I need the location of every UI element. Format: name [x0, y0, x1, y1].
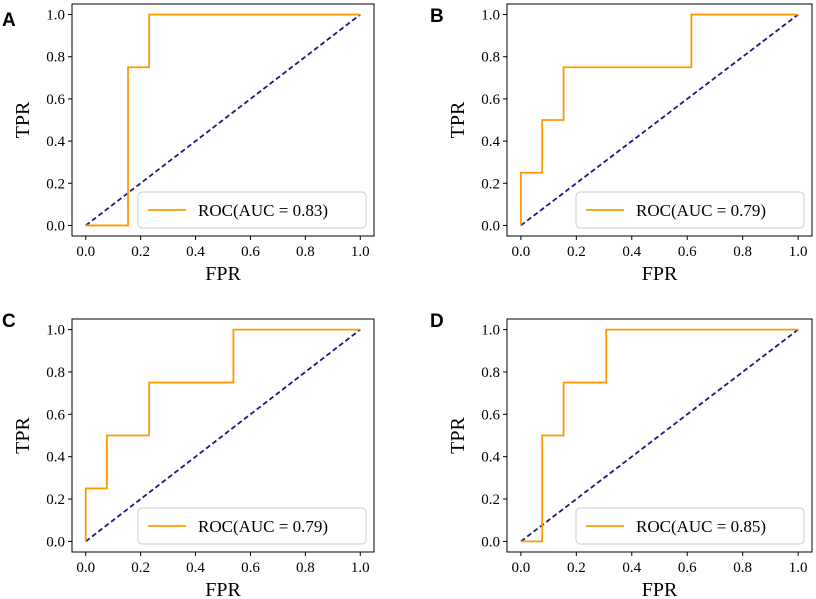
x-tick-label: 0.4 — [622, 560, 641, 576]
y-tick-label: 0.6 — [481, 92, 500, 108]
x-tick-label: 0.4 — [622, 244, 641, 260]
x-tick-label: 0.8 — [296, 244, 315, 260]
panel-d: D 0.0 0.2 0.4 0.6 0.8 1.0 0.0 0.2 0.4 0.6 0.8 1.0 FPR… — [430, 311, 813, 599]
x-tick-label: 0.0 — [76, 560, 95, 576]
y-tick-label: 0.0 — [481, 218, 500, 234]
x-tick-label: 0.6 — [241, 244, 260, 260]
x-tick-label: 0.6 — [678, 244, 697, 260]
legend-label: ROC(AUC = 0.79) — [198, 517, 328, 536]
panel-label-d: D — [430, 311, 444, 332]
panel-label-a: A — [2, 10, 16, 31]
x-axis-title: FPR — [205, 579, 241, 599]
y-tick-label: 0.6 — [46, 407, 65, 423]
y-tick-label: 0.8 — [481, 365, 500, 381]
x-axis-title: FPR — [642, 263, 678, 285]
x-tick-label: 1.0 — [351, 560, 370, 576]
y-tick-label: 0.4 — [481, 134, 500, 150]
roc-curve-line — [85, 13, 361, 227]
y-tick-label: 0.0 — [481, 534, 500, 550]
y-tick-label: 0.4 — [46, 134, 65, 150]
y-axis-title: TPR — [12, 417, 34, 454]
x-axis-title: FPR — [205, 263, 241, 285]
y-tick-label: 0.2 — [481, 176, 500, 192]
panel-a: A 0.0 0.2 0.4 0.6 0.8 1.0 0.0 0.2 0.4 0.6 0.8 1.0 FPR… — [2, 3, 375, 285]
x-tick-label: 1.0 — [789, 244, 808, 260]
legend-label: ROC(AUC = 0.85) — [636, 517, 766, 536]
panel-label-c: C — [2, 311, 16, 332]
x-tick-label: 0.4 — [186, 560, 205, 576]
x-tick-label: 0.0 — [76, 244, 95, 260]
roc-curve-line — [519, 13, 799, 226]
x-tick-label: 1.0 — [789, 560, 808, 576]
y-tick-label: 0.8 — [46, 365, 65, 381]
plot-frame — [71, 318, 375, 553]
y-axis-title: TPR — [12, 101, 34, 138]
y-tick-label: 1.0 — [46, 323, 65, 339]
chance-diagonal-line — [85, 13, 361, 227]
x-axis-title: FPR — [642, 579, 678, 599]
panel-c: C 0.0 0.2 0.4 0.6 0.8 1.0 0.0 0.2 0.4 0.6 0.8 1.0 FPR… — [2, 311, 375, 599]
chance-diagonal-line — [85, 328, 361, 543]
x-tick-label: 0.6 — [678, 560, 697, 576]
x-tick-label: 0.8 — [733, 244, 752, 260]
legend-label: ROC(AUC = 0.79) — [636, 201, 766, 220]
x-tick-label: 0.8 — [296, 560, 315, 576]
y-tick-label: 0.0 — [46, 218, 65, 234]
y-tick-label: 0.2 — [46, 492, 65, 508]
legend-box — [137, 191, 367, 229]
plot-frame — [506, 3, 813, 237]
x-tick-label: 0.8 — [733, 560, 752, 576]
plot-frame — [71, 3, 375, 237]
roc-curve-line — [84, 328, 361, 542]
x-tick-label: 0.6 — [241, 560, 260, 576]
legend-label: ROC(AUC = 0.83) — [198, 201, 328, 220]
x-tick-label: 1.0 — [351, 244, 370, 260]
roc-curve-line — [520, 328, 799, 543]
x-tick-label: 0.2 — [131, 560, 150, 576]
y-tick-label: 0.8 — [481, 50, 500, 66]
y-tick-label: 1.0 — [481, 8, 500, 24]
x-tick-label: 0.2 — [567, 244, 586, 260]
legend-box — [575, 191, 805, 229]
x-tick-label: 0.0 — [511, 244, 530, 260]
y-tick-label: 0.0 — [46, 534, 65, 550]
legend-box — [137, 507, 367, 545]
y-tick-label: 0.4 — [46, 450, 65, 466]
legend: ROC(AUC = 0.83) — [137, 191, 367, 229]
y-tick-label: 0.2 — [46, 176, 65, 192]
y-axis-title: TPR — [447, 417, 469, 454]
legend: ROC(AUC = 0.79) — [575, 191, 805, 229]
y-tick-label: 1.0 — [481, 323, 500, 339]
legend: ROC(AUC = 0.85) — [575, 507, 805, 545]
chance-diagonal-line — [520, 13, 799, 227]
plot-frame — [506, 318, 813, 553]
x-tick-label: 0.0 — [511, 560, 530, 576]
chance-diagonal-line — [520, 328, 799, 543]
y-tick-label: 0.2 — [481, 492, 500, 508]
y-axis-title: TPR — [447, 101, 469, 138]
y-tick-label: 0.8 — [46, 50, 65, 66]
y-tick-label: 0.6 — [481, 407, 500, 423]
x-tick-label: 0.2 — [567, 560, 586, 576]
legend-box — [575, 507, 805, 545]
x-tick-label: 0.4 — [186, 244, 205, 260]
panel-label-b: B — [430, 6, 444, 27]
y-tick-label: 0.4 — [481, 450, 500, 466]
panel-b: B 0.0 0.2 0.4 0.6 0.8 1.0 0.0 0.2 0.4 0.6 0.8 1.0 FPR… — [430, 3, 813, 285]
y-tick-label: 1.0 — [46, 8, 65, 24]
y-tick-label: 0.6 — [46, 92, 65, 108]
legend: ROC(AUC = 0.79) — [137, 507, 367, 545]
x-tick-label: 0.2 — [131, 244, 150, 260]
